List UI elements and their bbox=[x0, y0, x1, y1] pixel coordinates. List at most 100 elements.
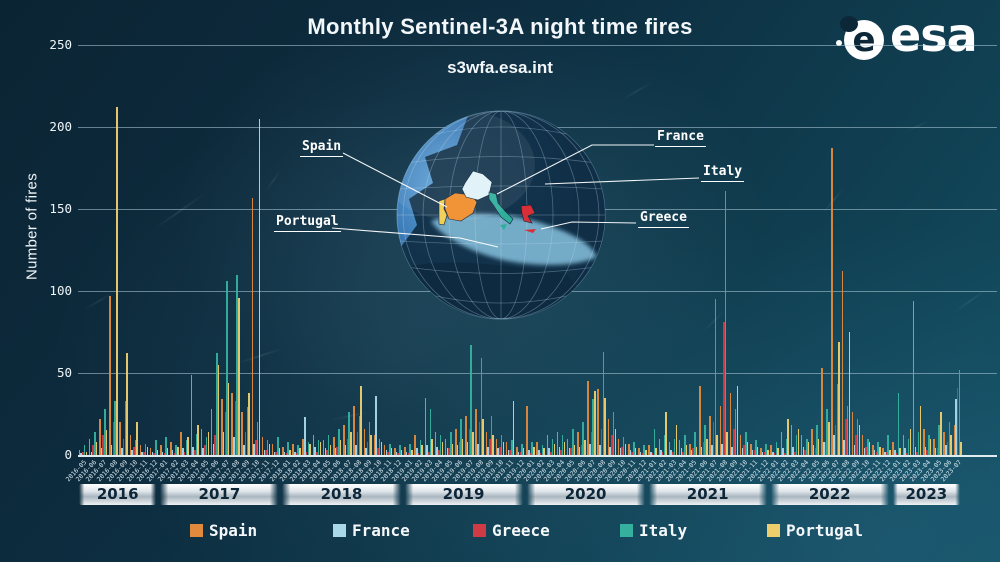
bar-greece-2019-11 bbox=[509, 450, 511, 455]
dust-streak bbox=[953, 288, 987, 314]
bar-portugal-2020-07 bbox=[594, 391, 596, 455]
bar-portugal-2018-10 bbox=[380, 441, 383, 455]
bar-italy-2022-11 bbox=[877, 441, 879, 455]
bar-greece-2020-07 bbox=[590, 432, 593, 455]
bar-italy-2017-06 bbox=[216, 353, 218, 455]
bar-italy-2021-09 bbox=[734, 409, 737, 455]
bar-portugal-2019-11 bbox=[512, 400, 515, 455]
bar-portugal-2023-04 bbox=[929, 438, 932, 455]
dust-streak bbox=[235, 347, 285, 365]
bar-italy-2022-03 bbox=[795, 435, 798, 455]
legend-swatch-icon bbox=[473, 524, 486, 537]
bar-greece-2017-04 bbox=[194, 450, 196, 455]
bar-spain-2017-08 bbox=[231, 392, 233, 455]
bar-france-2019-08 bbox=[477, 443, 479, 455]
bar-france-2017-01 bbox=[161, 451, 164, 455]
bar-portugal-2019-02 bbox=[421, 445, 423, 455]
bar-italy-2016-06 bbox=[94, 432, 96, 455]
legend-label: Spain bbox=[209, 521, 258, 540]
dust-streak bbox=[330, 410, 370, 422]
bar-spain-2020-10 bbox=[617, 438, 620, 455]
bar-greece-2021-04 bbox=[682, 451, 684, 455]
bar-france-2019-07 bbox=[466, 441, 469, 455]
year-band-2021: 2021 bbox=[648, 484, 767, 505]
bar-italy-2019-09 bbox=[490, 415, 493, 455]
bar-portugal-2023-05 bbox=[940, 412, 942, 455]
bar-greece-2020-01 bbox=[529, 453, 532, 455]
bar-greece-2021-08 bbox=[723, 322, 725, 455]
bar-greece-2019-02 bbox=[417, 453, 420, 455]
bar-greece-2018-05 bbox=[326, 450, 328, 455]
bar-greece-2021-09 bbox=[733, 428, 735, 455]
bar-spain-2016-05 bbox=[78, 450, 81, 455]
bar-france-2021-09 bbox=[731, 446, 733, 455]
bar-italy-2019-11 bbox=[511, 440, 513, 455]
bar-italy-2020-12 bbox=[643, 445, 645, 455]
bar-spain-2018-10 bbox=[373, 435, 376, 455]
bar-italy-2020-07 bbox=[592, 399, 594, 455]
bar-italy-2017-01 bbox=[165, 436, 167, 455]
bar-spain-2022-05 bbox=[811, 428, 813, 455]
bar-portugal-2019-12 bbox=[522, 448, 525, 455]
bar-italy-2023-05 bbox=[938, 425, 940, 455]
bar-greece-2020-04 bbox=[560, 450, 562, 455]
bar-italy-2021-12 bbox=[765, 443, 767, 455]
bar-france-2021-05 bbox=[690, 450, 693, 455]
bar-italy-2023-02 bbox=[907, 438, 910, 455]
bar-greece-2018-03 bbox=[305, 451, 308, 455]
crete-shape bbox=[524, 229, 536, 233]
bar-italy-2022-04 bbox=[806, 438, 808, 455]
bar-portugal-2022-09 bbox=[858, 425, 861, 455]
bar-italy-2022-10 bbox=[867, 438, 869, 455]
bar-greece-2023-05 bbox=[936, 448, 939, 455]
bar-italy-2023-03 bbox=[917, 432, 920, 455]
bar-portugal-2021-02 bbox=[665, 412, 667, 455]
bar-greece-2020-12 bbox=[641, 453, 644, 455]
bar-italy-2021-01 bbox=[653, 428, 655, 455]
bar-greece-2018-08 bbox=[356, 432, 359, 455]
bar-italy-2019-04 bbox=[439, 435, 442, 455]
bar-portugal-2018-09 bbox=[370, 435, 372, 455]
year-band-2020: 2020 bbox=[526, 484, 645, 505]
bar-spain-2019-04 bbox=[434, 432, 437, 455]
legend-swatch-icon bbox=[190, 524, 203, 537]
bar-france-2020-12 bbox=[639, 451, 642, 455]
bar-portugal-2017-05 bbox=[207, 432, 210, 455]
year-band-2022: 2022 bbox=[770, 484, 889, 505]
bar-france-2021-04 bbox=[680, 448, 683, 455]
bar-portugal-2018-12 bbox=[400, 450, 403, 455]
bar-france-2023-04 bbox=[924, 446, 927, 455]
bar-portugal-2017-06 bbox=[217, 364, 220, 455]
bar-greece-2022-12 bbox=[885, 451, 888, 455]
bar-italy-2016-11 bbox=[144, 443, 147, 455]
bar-portugal-2016-12 bbox=[156, 450, 159, 455]
bar-italy-2023-07 bbox=[958, 369, 961, 455]
bar-portugal-2016-07 bbox=[105, 430, 108, 455]
bar-italy-2021-11 bbox=[755, 440, 757, 455]
bar-greece-2017-12 bbox=[275, 451, 277, 455]
bar-france-2020-02 bbox=[538, 450, 540, 455]
bar-greece-2022-09 bbox=[855, 435, 857, 455]
bar-spain-2021-01 bbox=[648, 445, 650, 455]
bar-greece-2023-04 bbox=[926, 450, 928, 455]
bar-italy-2022-05 bbox=[816, 425, 818, 455]
bar-spain-2020-02 bbox=[536, 441, 538, 455]
bar-spain-2018-07 bbox=[343, 425, 345, 455]
bar-greece-2018-04 bbox=[316, 451, 318, 455]
bar-france-2017-03 bbox=[182, 448, 184, 455]
bar-france-2023-02 bbox=[904, 448, 906, 455]
bar-spain-2021-09 bbox=[729, 392, 732, 455]
bar-italy-2020-04 bbox=[561, 435, 564, 455]
bar-spain-2021-11 bbox=[750, 443, 752, 455]
legend-label: Portugal bbox=[786, 521, 864, 540]
bar-portugal-2018-11 bbox=[390, 448, 393, 455]
bar-spain-2019-07 bbox=[465, 415, 467, 455]
year-band-2016: 2016 bbox=[79, 484, 157, 505]
bar-portugal-2017-03 bbox=[187, 436, 189, 455]
bar-greece-2023-07 bbox=[956, 387, 959, 455]
y-tick-label: 50 bbox=[56, 365, 72, 380]
bar-france-2019-02 bbox=[416, 448, 418, 455]
bar-italy-2018-02 bbox=[297, 445, 299, 455]
bar-italy-2018-11 bbox=[389, 443, 391, 455]
bar-portugal-2022-10 bbox=[868, 441, 871, 455]
